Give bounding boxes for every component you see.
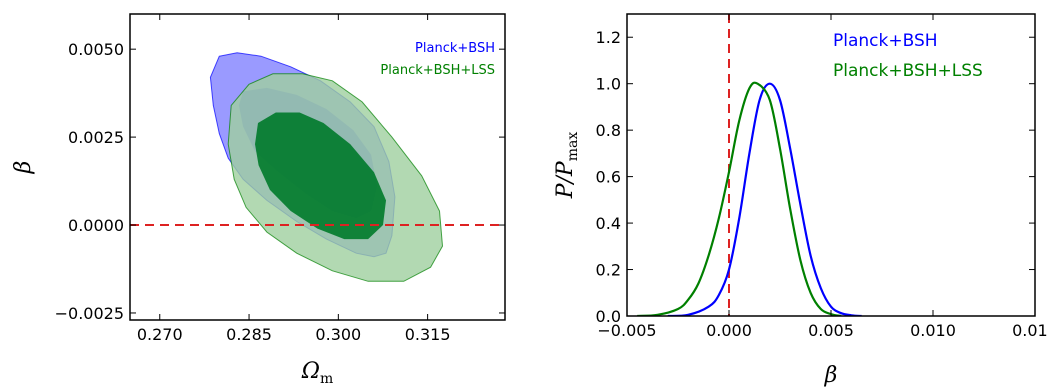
contour-xtick-label: 0.270 [137, 325, 183, 344]
posterior-ytick-label: 0.6 [596, 168, 621, 187]
posterior-ytick-label: 0.0 [596, 307, 621, 326]
contour-axes-frame [129, 13, 506, 321]
posterior-ytick-label: 1.0 [596, 75, 621, 94]
contour-ytick-label: 0.0000 [68, 216, 124, 235]
posterior-xtick-label: 0.010 [910, 321, 956, 340]
contour-ytick-label: 0.0025 [68, 128, 124, 147]
series-line-planck-bsh [667, 82, 862, 316]
posterior-ytick-label: 1.2 [596, 28, 621, 47]
contour-panel: 0.270 0.285 0.300 0.315 −0.0025 0.0000 0.0025 0… [11, 13, 506, 387]
legend-entry: Planck+BSH+LSS [380, 63, 495, 78]
posterior-xtick-label: 0.015 [1012, 321, 1047, 340]
contour-xtick-label: 0.315 [405, 325, 451, 344]
y-axis-label: P/Pmax [553, 132, 581, 200]
posterior-xtick-label: −0.005 [597, 321, 656, 340]
posterior-ytick-label: 0.4 [596, 214, 621, 233]
legend-entry: Planck+BSH [833, 31, 938, 51]
y-axis-label-main: β [11, 161, 36, 175]
x-axis-label-subscript: m [320, 371, 333, 387]
series-line-planck-bsh-lss [637, 81, 842, 316]
contour-xtick-label: 0.300 [315, 325, 361, 344]
legend-entry: Planck+BSH+LSS [833, 61, 983, 81]
legend-entry: Planck+BSH [415, 41, 495, 56]
contour-ytick-label: −0.0025 [55, 304, 124, 323]
posterior-ytick-label: 0.8 [596, 121, 621, 140]
y-axis-label: β [11, 161, 36, 175]
posterior-ytick-label: 0.2 [596, 261, 621, 280]
y-axis-label-main: P/P [553, 160, 578, 199]
x-axis-label: Ωm [301, 359, 334, 387]
contour-planck-bsh-lss-68 [255, 112, 386, 240]
posterior-plot-area [637, 14, 862, 316]
contour-ytick-label: 0.0050 [68, 40, 124, 59]
posterior-axes-frame [626, 13, 1036, 317]
contour-plot-area [130, 52, 505, 282]
x-axis-label-main: Ω [301, 359, 320, 384]
posterior-xtick-label: 0.000 [706, 321, 752, 340]
y-axis-label-subscript: max [565, 132, 581, 162]
posterior-xtick-label: 0.005 [808, 321, 854, 340]
contour-xtick-label: 0.285 [226, 325, 272, 344]
posterior-panel: −0.005 0.000 0.005 0.010 0.015 0.0 0.2 0.4 0.6 0.… [553, 13, 1047, 388]
x-axis-label: β [824, 363, 838, 388]
x-axis-label-main: β [824, 363, 838, 388]
